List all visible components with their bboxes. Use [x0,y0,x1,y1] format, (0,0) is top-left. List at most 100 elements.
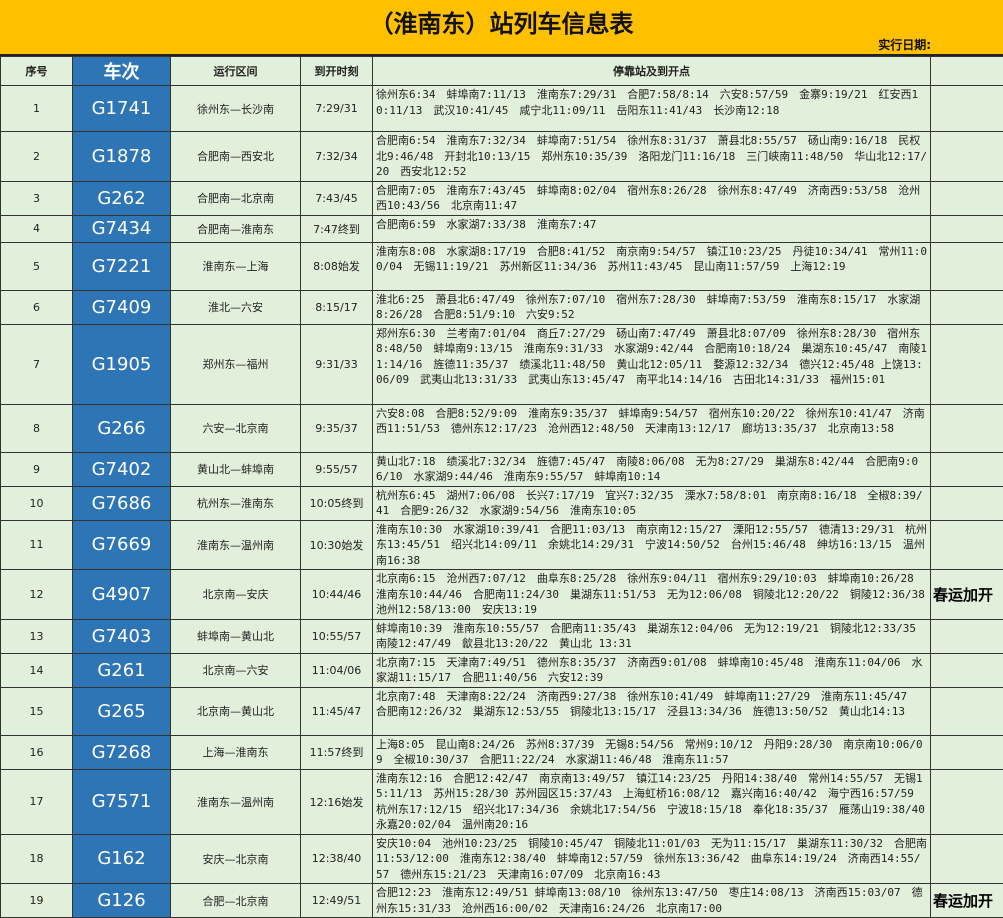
route: 黄山北—蚌埠南 [171,452,301,486]
row-number: 16 [1,735,73,769]
route: 北京南—安庆 [171,570,301,620]
row-number: 8 [1,404,73,452]
arrive-depart-time: 11:04/06 [301,653,373,687]
arrive-depart-time: 7:32/34 [301,132,373,182]
stops-list: 杭州东6:45 湖州7:06/08 长兴7:17/19 宜兴7:32/35 溧水… [373,486,931,520]
train-number: G1741 [73,86,171,132]
train-number: G7403 [73,619,171,653]
remark [931,520,1003,570]
train-number: G7268 [73,735,171,769]
train-number: G7686 [73,486,171,520]
remark: 春运加开 [931,570,1003,620]
arrive-depart-time: 10:30始发 [301,520,373,570]
row-number: 3 [1,181,73,215]
row-number: 18 [1,834,73,884]
arrive-depart-time: 12:49/51 [301,884,373,918]
route: 六安—北京南 [171,404,301,452]
route: 合肥南—淮南东 [171,215,301,242]
title-bar: （淮南东）站列车信息表 实行日期: [0,0,1003,56]
stops-list: 安庆10:04 池州10:23/25 铜陵10:45/47 铜陵北11:01/0… [373,834,931,884]
train-number: G7669 [73,520,171,570]
row-number: 12 [1,570,73,620]
train-number: G262 [73,181,171,215]
train-number: G1905 [73,324,171,404]
route: 郑州东—福州 [171,324,301,404]
row-number: 6 [1,290,73,324]
remark [931,653,1003,687]
page-title: （淮南东）站列车信息表 [0,4,1003,39]
header-route: 运行区间 [171,57,301,86]
route: 合肥—北京南 [171,884,301,918]
row-number: 14 [1,653,73,687]
remark [931,769,1003,834]
arrive-depart-time: 8:15/17 [301,290,373,324]
row-number: 2 [1,132,73,182]
route: 淮北—六安 [171,290,301,324]
stops-list: 北京南7:15 天津南7:49/51 德州东8:35/37 济南西9:01/08… [373,653,931,687]
stops-list: 合肥南6:59 水家湖7:33/38 淮南东7:47 [373,215,931,242]
header-no: 序号 [1,57,73,86]
train-number: G4907 [73,570,171,620]
stops-list: 淮南东10:30 水家湖10:39/41 合肥11:03/13 南京南12:15… [373,520,931,570]
route: 淮南东—上海 [171,242,301,290]
arrive-depart-time: 7:43/45 [301,181,373,215]
remark [931,86,1003,132]
row-number: 15 [1,687,73,735]
stops-list: 蚌埠南10:39 淮南东10:55/57 合肥南11:35/43 巢湖东12:0… [373,619,931,653]
route: 北京南—黄山北 [171,687,301,735]
header-train: 车次 [73,57,171,86]
train-number: G126 [73,884,171,918]
stops-list: 六安8:08 合肥8:52/9:09 淮南东9:35/37 蚌埠南9:54/57… [373,404,931,452]
route: 蚌埠南—黄山北 [171,619,301,653]
row-number: 5 [1,242,73,290]
arrive-depart-time: 11:45/47 [301,687,373,735]
effective-date-label: 实行日期: [878,36,931,53]
route: 安庆—北京南 [171,834,301,884]
row-number: 10 [1,486,73,520]
stops-list: 淮南东12:16 合肥12:42/47 南京南13:49/57 镇江14:23/… [373,769,931,834]
remark [931,486,1003,520]
stops-list: 北京南7:48 天津南8:22/24 济南西9:27/38 徐州东10:41/4… [373,687,931,735]
train-number: G7571 [73,769,171,834]
arrive-depart-time: 9:55/57 [301,452,373,486]
train-number: G1878 [73,132,171,182]
remark [931,834,1003,884]
remark [931,181,1003,215]
remark [931,290,1003,324]
stops-list: 合肥12:23 淮南东12:49/51 蚌埠南13:08/10 徐州东13:47… [373,884,931,918]
row-number: 9 [1,452,73,486]
row-number: 17 [1,769,73,834]
arrive-depart-time: 7:47终到 [301,215,373,242]
remark [931,132,1003,182]
stops-list: 淮北6:25 萧县北6:47/49 徐州东7:07/10 宿州东7:28/30 … [373,290,931,324]
train-number: G261 [73,653,171,687]
header-remark [931,57,1003,86]
arrive-depart-time: 12:38/40 [301,834,373,884]
train-number: G7434 [73,215,171,242]
train-number: G162 [73,834,171,884]
stops-list: 上海8:05 昆山南8:24/26 苏州8:37/39 无锡8:54/56 常州… [373,735,931,769]
remark [931,242,1003,290]
train-number: G7402 [73,452,171,486]
remark [931,404,1003,452]
route: 淮南东—温州南 [171,520,301,570]
stops-list: 徐州东6:34 蚌埠南7:11/13 淮南东7:29/31 合肥7:58/8:1… [373,86,931,132]
remark [931,735,1003,769]
train-number: G7221 [73,242,171,290]
